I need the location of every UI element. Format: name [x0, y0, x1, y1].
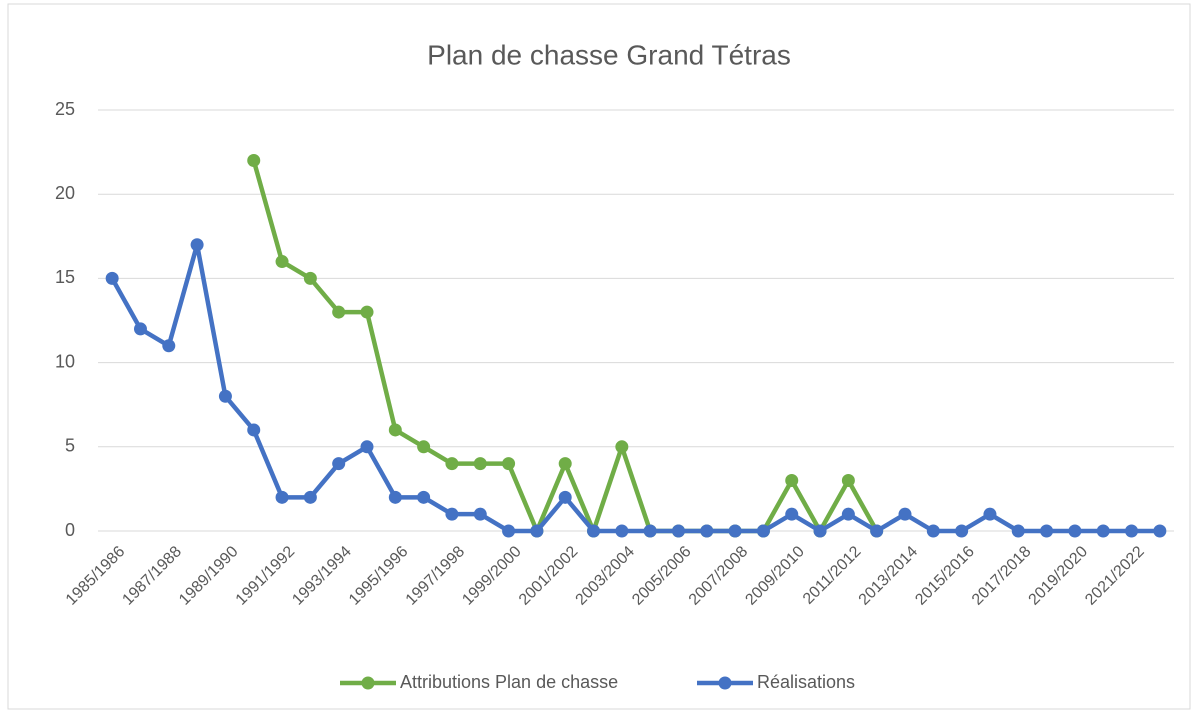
data-point	[332, 305, 346, 319]
data-point	[502, 457, 516, 471]
data-point	[615, 440, 629, 454]
legend-marker	[718, 676, 732, 690]
data-point	[870, 524, 884, 538]
data-point	[898, 507, 912, 521]
data-point	[247, 154, 261, 168]
data-point	[360, 305, 374, 319]
data-point	[190, 238, 204, 252]
data-point	[247, 423, 261, 437]
data-point	[615, 524, 629, 538]
y-tick-label: 25	[55, 99, 75, 119]
data-point	[700, 524, 714, 538]
data-point	[105, 271, 119, 285]
data-point	[388, 423, 402, 437]
legend-label: Attributions Plan de chasse	[400, 672, 618, 692]
data-point	[162, 339, 176, 353]
data-point	[587, 524, 601, 538]
data-point	[643, 524, 657, 538]
data-point	[983, 507, 997, 521]
data-point	[473, 507, 487, 521]
data-point	[1011, 524, 1025, 538]
data-point	[218, 389, 232, 403]
data-point	[785, 507, 799, 521]
y-tick-label: 15	[55, 267, 75, 287]
data-point	[388, 490, 402, 504]
y-tick-label: 20	[55, 183, 75, 203]
data-point	[1125, 524, 1139, 538]
chart-title: Plan de chasse Grand Tétras	[427, 39, 791, 70]
data-point	[558, 490, 572, 504]
data-point	[445, 457, 459, 471]
data-point	[417, 490, 431, 504]
data-point	[530, 524, 544, 538]
data-point	[502, 524, 516, 538]
data-point	[275, 255, 289, 269]
data-point	[1096, 524, 1110, 538]
data-point	[473, 457, 487, 471]
data-point	[360, 440, 374, 454]
data-point	[275, 490, 289, 504]
data-point	[303, 271, 317, 285]
data-point	[445, 507, 459, 521]
data-point	[1153, 524, 1167, 538]
data-point	[332, 457, 346, 471]
data-point	[728, 524, 742, 538]
data-point	[926, 524, 940, 538]
data-point	[813, 524, 827, 538]
data-point	[1040, 524, 1054, 538]
data-point	[133, 322, 147, 336]
data-point	[671, 524, 685, 538]
data-point	[558, 457, 572, 471]
data-point	[303, 490, 317, 504]
y-tick-label: 10	[55, 351, 75, 371]
data-point	[785, 473, 799, 487]
chart-border	[7, 3, 1191, 710]
data-point	[756, 524, 770, 538]
y-tick-label: 0	[65, 520, 75, 540]
data-point	[1068, 524, 1082, 538]
legend-label: Réalisations	[757, 672, 855, 692]
data-point	[841, 473, 855, 487]
data-point	[417, 440, 431, 454]
y-tick-label: 5	[65, 436, 75, 456]
data-point	[841, 507, 855, 521]
data-point	[955, 524, 969, 538]
legend-marker	[361, 676, 375, 690]
